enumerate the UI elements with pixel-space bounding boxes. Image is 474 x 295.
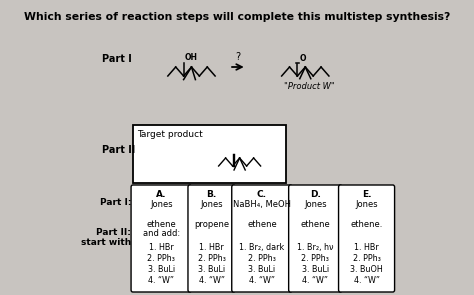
Text: Part I:: Part I: bbox=[100, 198, 131, 207]
Text: 3. BuLi: 3. BuLi bbox=[248, 265, 275, 274]
Text: 4. “W”: 4. “W” bbox=[354, 276, 380, 285]
Text: Jones: Jones bbox=[201, 200, 223, 209]
Text: 2. PPh₃: 2. PPh₃ bbox=[198, 254, 226, 263]
Text: 4. “W”: 4. “W” bbox=[302, 276, 328, 285]
Text: propene: propene bbox=[194, 220, 229, 229]
Text: 3. BuLi: 3. BuLi bbox=[148, 265, 175, 274]
Text: O: O bbox=[299, 54, 306, 63]
Text: 3. BuLi: 3. BuLi bbox=[302, 265, 329, 274]
Text: 2. PPh₃: 2. PPh₃ bbox=[147, 254, 175, 263]
FancyBboxPatch shape bbox=[232, 185, 292, 292]
Text: 4. “W”: 4. “W” bbox=[148, 276, 174, 285]
FancyBboxPatch shape bbox=[289, 185, 342, 292]
Text: 2. PPh₃: 2. PPh₃ bbox=[301, 254, 329, 263]
Text: Part II:
start with: Part II: start with bbox=[81, 228, 131, 248]
Text: B.: B. bbox=[207, 190, 217, 199]
Text: 2. PPh₃: 2. PPh₃ bbox=[248, 254, 276, 263]
Text: C.: C. bbox=[257, 190, 267, 199]
Text: 1. Br₂, dark: 1. Br₂, dark bbox=[239, 243, 284, 252]
Text: 4. “W”: 4. “W” bbox=[199, 276, 225, 285]
Text: ethene.: ethene. bbox=[350, 220, 383, 229]
Text: NaBH₄, MeOH: NaBH₄, MeOH bbox=[233, 200, 291, 209]
Bar bbox=[133, 125, 286, 183]
Text: Jones: Jones bbox=[355, 200, 378, 209]
Text: 1. Br₂, hν: 1. Br₂, hν bbox=[297, 243, 334, 252]
Text: Which series of reaction steps will complete this multistep synthesis?: Which series of reaction steps will comp… bbox=[24, 12, 450, 22]
Text: 2. PPh₃: 2. PPh₃ bbox=[353, 254, 381, 263]
Text: Jones: Jones bbox=[150, 200, 173, 209]
Text: ?: ? bbox=[235, 52, 240, 62]
Text: Target product: Target product bbox=[137, 130, 203, 139]
Text: and add:: and add: bbox=[143, 229, 180, 238]
Text: 3. BuLi: 3. BuLi bbox=[198, 265, 225, 274]
Text: E.: E. bbox=[362, 190, 371, 199]
Text: 1. HBr: 1. HBr bbox=[354, 243, 379, 252]
Text: Part II: Part II bbox=[102, 145, 136, 155]
Text: Jones: Jones bbox=[304, 200, 327, 209]
Text: "Product W": "Product W" bbox=[284, 82, 335, 91]
Text: ethene: ethene bbox=[146, 220, 176, 229]
FancyBboxPatch shape bbox=[131, 185, 191, 292]
FancyBboxPatch shape bbox=[188, 185, 235, 292]
Text: Part I: Part I bbox=[102, 54, 132, 64]
Text: ethene: ethene bbox=[301, 220, 330, 229]
Text: 4. “W”: 4. “W” bbox=[249, 276, 275, 285]
FancyBboxPatch shape bbox=[338, 185, 394, 292]
Text: D.: D. bbox=[310, 190, 321, 199]
Text: 3. BuOH: 3. BuOH bbox=[350, 265, 383, 274]
Text: A.: A. bbox=[156, 190, 166, 199]
Text: ethene: ethene bbox=[247, 220, 277, 229]
Text: 1. HBr: 1. HBr bbox=[149, 243, 173, 252]
Text: OH: OH bbox=[184, 53, 198, 63]
Text: 1. HBr: 1. HBr bbox=[199, 243, 224, 252]
